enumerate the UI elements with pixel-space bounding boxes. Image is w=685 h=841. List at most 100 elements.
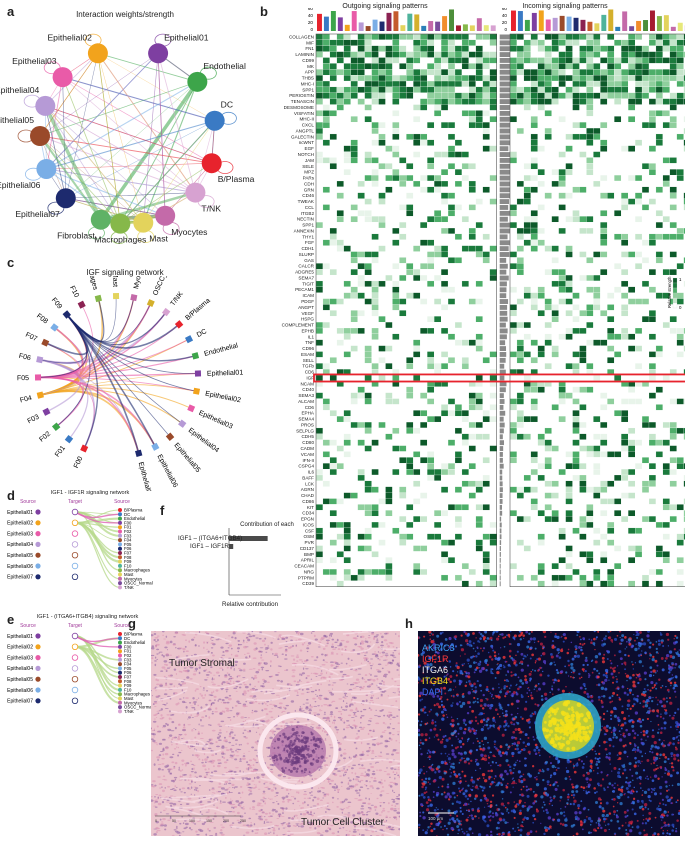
outgoing-cell: [336, 145, 344, 152]
outgoing-cell: [475, 345, 483, 352]
outgoing-top-bar: [351, 11, 357, 31]
outgoing-cell: [343, 345, 351, 352]
outgoing-cell: [343, 516, 351, 523]
outgoing-cell: [357, 286, 365, 293]
incoming-cell: [572, 404, 580, 411]
incoming-cell: [586, 286, 594, 293]
incoming-cell: [565, 310, 573, 317]
outgoing-cell: [385, 345, 393, 352]
incoming-cell: [607, 439, 615, 446]
outgoing-cell: [378, 175, 386, 182]
incoming-cell: [669, 498, 677, 505]
incoming-cell: [530, 251, 538, 258]
outgoing-side-bar: [499, 428, 504, 434]
edge-mast-dc: [143, 120, 215, 223]
outgoing-cell: [468, 163, 476, 170]
incoming-cell: [551, 304, 559, 311]
outgoing-cell: [413, 457, 421, 464]
outgoing-cell: [315, 474, 324, 481]
incoming-cell: [530, 216, 538, 223]
outgoing-side-bar: [499, 404, 504, 410]
outgoing-side-bar: [499, 522, 502, 528]
outgoing-cell: [329, 480, 337, 487]
incoming-cell: [509, 474, 518, 481]
outgoing-cell: [454, 98, 463, 105]
outgoing-cell: [329, 151, 337, 158]
outgoing-cell: [454, 527, 463, 534]
outgoing-cell: [343, 233, 351, 240]
outgoing-cell: [322, 433, 331, 440]
outgoing-cell: [322, 257, 331, 264]
incoming-cell: [600, 327, 608, 334]
incoming-cell: [579, 192, 587, 199]
incoming-cell: [641, 322, 650, 329]
outgoing-cell: [468, 439, 476, 446]
outgoing-cell: [315, 304, 324, 311]
incoming-cell: [530, 421, 538, 429]
incoming-cell: [593, 63, 601, 70]
incoming-cell: [516, 404, 525, 411]
edge-epithelial02-mast: [97, 53, 144, 223]
outgoing-cell: [350, 75, 358, 82]
incoming-cell: [551, 404, 559, 411]
incoming-cell: [648, 492, 657, 499]
incoming-cell: [544, 75, 552, 82]
outgoing-cell: [441, 127, 449, 135]
outgoing-cell: [413, 292, 421, 299]
outgoing-cell: [489, 363, 497, 370]
outgoing-cell: [329, 204, 337, 211]
outgoing-cell: [413, 186, 421, 193]
outgoing-cell: [468, 457, 476, 464]
outgoing-side-bar: [499, 46, 518, 52]
incoming-cell: [593, 480, 601, 487]
outgoing-cell: [329, 274, 337, 282]
outgoing-cell: [385, 227, 393, 235]
outgoing-cell: [482, 127, 490, 135]
outgoing-cell: [315, 110, 324, 117]
incoming-cell: [593, 416, 601, 423]
incoming-cell: [641, 480, 650, 487]
incoming-cell: [565, 386, 573, 393]
incoming-cell: [669, 469, 677, 476]
outgoing-cell: [427, 480, 435, 487]
incoming-cell: [635, 227, 643, 235]
incoming-cell: [628, 386, 636, 393]
outgoing-cell: [475, 298, 483, 305]
outgoing-cell: [350, 386, 358, 393]
outgoing-cell: [454, 433, 463, 440]
incoming-cell: [655, 304, 664, 311]
outgoing-cell: [329, 222, 337, 229]
outgoing-cell: [468, 63, 476, 70]
incoming-cell: [523, 374, 531, 382]
outgoing-cell: [392, 363, 400, 370]
outgoing-cell: [413, 80, 421, 88]
outgoing-cell: [427, 233, 435, 240]
outgoing-cell: [454, 110, 463, 117]
incoming-cell: [628, 157, 636, 164]
incoming-cell: [558, 351, 566, 358]
incoming-cell: [600, 116, 608, 123]
outgoing-cell: [441, 175, 449, 182]
outgoing-cell: [385, 469, 393, 476]
outgoing-cell: [413, 327, 421, 334]
outgoing-cell: [447, 357, 456, 364]
pathway-label: IL1: [308, 334, 315, 339]
outgoing-cell: [322, 51, 331, 58]
incoming-cell: [565, 345, 573, 352]
outgoing-cell: [399, 192, 407, 199]
incoming-cell: [600, 169, 608, 176]
outgoing-cell: [357, 322, 365, 329]
outgoing-cell: [482, 304, 490, 311]
outgoing-cell: [475, 180, 483, 187]
outgoing-cell: [322, 463, 331, 470]
outgoing-side-bar: [499, 40, 514, 46]
outgoing-cell: [371, 98, 379, 105]
outgoing-cell: [385, 504, 393, 511]
incoming-cell: [558, 410, 566, 417]
outgoing-cell: [357, 227, 365, 235]
outgoing-cell: [371, 263, 379, 270]
outgoing-cell: [434, 386, 442, 393]
outgoing-cell: [364, 298, 372, 305]
outgoing-cell: [350, 269, 358, 276]
incoming-cell: [614, 510, 622, 517]
